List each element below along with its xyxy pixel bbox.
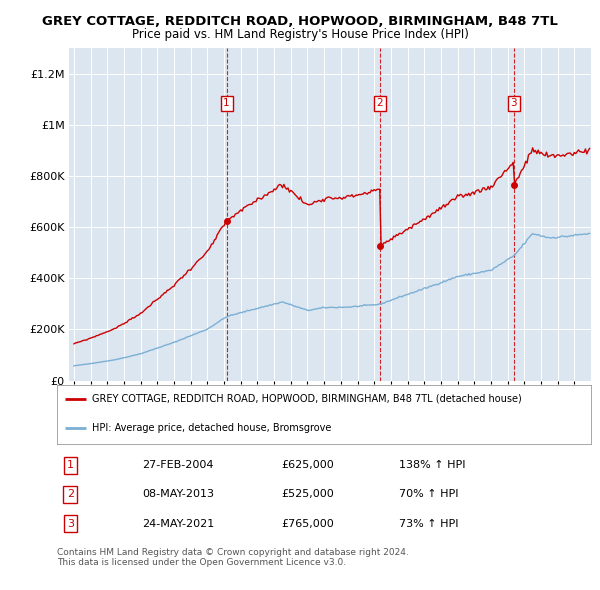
Text: 08-MAY-2013: 08-MAY-2013: [142, 490, 214, 500]
Text: 24-MAY-2021: 24-MAY-2021: [142, 519, 215, 529]
Text: GREY COTTAGE, REDDITCH ROAD, HOPWOOD, BIRMINGHAM, B48 7TL: GREY COTTAGE, REDDITCH ROAD, HOPWOOD, BI…: [42, 15, 558, 28]
Text: 138% ↑ HPI: 138% ↑ HPI: [399, 460, 465, 470]
Text: 2: 2: [377, 99, 383, 109]
Text: £625,000: £625,000: [281, 460, 334, 470]
Text: 1: 1: [223, 99, 230, 109]
Text: 70% ↑ HPI: 70% ↑ HPI: [399, 490, 458, 500]
Text: HPI: Average price, detached house, Bromsgrove: HPI: Average price, detached house, Brom…: [92, 424, 331, 433]
Text: 2: 2: [67, 490, 74, 500]
Text: Price paid vs. HM Land Registry's House Price Index (HPI): Price paid vs. HM Land Registry's House …: [131, 28, 469, 41]
Text: £525,000: £525,000: [281, 490, 334, 500]
Text: 27-FEB-2004: 27-FEB-2004: [142, 460, 214, 470]
Text: 73% ↑ HPI: 73% ↑ HPI: [399, 519, 458, 529]
Text: £765,000: £765,000: [281, 519, 334, 529]
Text: GREY COTTAGE, REDDITCH ROAD, HOPWOOD, BIRMINGHAM, B48 7TL (detached house): GREY COTTAGE, REDDITCH ROAD, HOPWOOD, BI…: [92, 394, 521, 404]
Text: Contains HM Land Registry data © Crown copyright and database right 2024.
This d: Contains HM Land Registry data © Crown c…: [57, 548, 409, 567]
Text: 1: 1: [67, 460, 74, 470]
Text: 3: 3: [67, 519, 74, 529]
Text: 3: 3: [511, 99, 517, 109]
